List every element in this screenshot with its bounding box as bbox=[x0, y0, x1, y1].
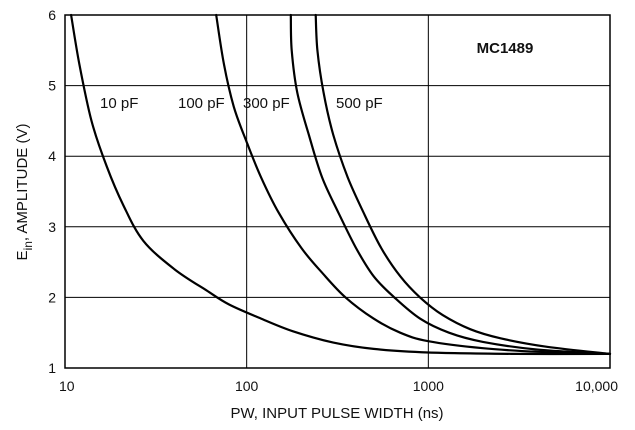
series-line-3 bbox=[314, 13, 612, 355]
series-line-1 bbox=[215, 13, 612, 355]
grid bbox=[64, 14, 611, 369]
y-tick-label: 5 bbox=[48, 78, 56, 94]
y-axis-label: Ein, AMPLITUDE (V) bbox=[14, 124, 35, 261]
series-label-500pf: 500 pF bbox=[336, 95, 383, 112]
series-label-10pf: 10 pF bbox=[100, 95, 138, 112]
series-line-0 bbox=[70, 13, 612, 356]
chart-title: MC1489 bbox=[477, 40, 534, 57]
x-tick-labels: 10 100 1000 10,000 bbox=[59, 378, 618, 394]
y-tick-label: 1 bbox=[48, 360, 56, 376]
y-tick-label: 6 bbox=[48, 7, 56, 23]
x-tick-label: 1000 bbox=[413, 378, 444, 394]
x-tick-label: 10 bbox=[59, 378, 75, 394]
y-tick-label: 4 bbox=[48, 148, 56, 164]
series-label-300pf: 300 pF bbox=[243, 95, 290, 112]
y-tick-label: 3 bbox=[48, 219, 56, 235]
x-tick-label: 10,000 bbox=[575, 378, 618, 394]
x-axis-label: PW, INPUT PULSE WIDTH (ns) bbox=[230, 405, 443, 422]
plot-frame bbox=[64, 14, 611, 369]
y-tick-label: 2 bbox=[48, 289, 56, 305]
y-tick-labels: 1 2 3 4 5 6 bbox=[48, 7, 56, 376]
curves bbox=[70, 13, 612, 356]
series-line-2 bbox=[289, 13, 612, 355]
series-label-100pf: 100 pF bbox=[178, 95, 225, 112]
x-tick-label: 100 bbox=[235, 378, 259, 394]
